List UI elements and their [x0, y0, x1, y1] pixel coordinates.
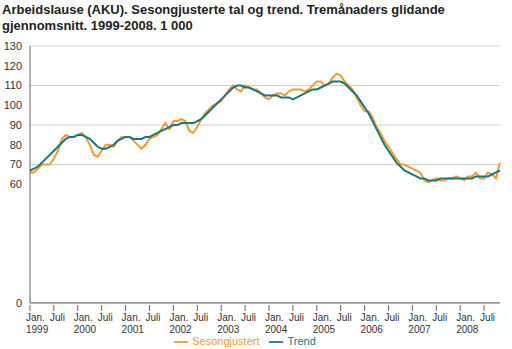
svg-text:80: 80 — [10, 139, 22, 151]
svg-text:2000: 2000 — [74, 324, 97, 335]
svg-text:2006: 2006 — [361, 324, 384, 335]
svg-text:Jan.: Jan. — [74, 312, 93, 323]
svg-text:60: 60 — [10, 178, 22, 190]
svg-text:Jan.: Jan. — [26, 312, 45, 323]
svg-text:Juli: Juli — [384, 312, 399, 323]
svg-text:2005: 2005 — [313, 324, 336, 335]
svg-text:Juli: Juli — [193, 312, 208, 323]
svg-text:130: 130 — [8, 40, 22, 52]
svg-text:2003: 2003 — [217, 324, 240, 335]
svg-text:2007: 2007 — [408, 324, 431, 335]
svg-text:Juli: Juli — [480, 312, 495, 323]
svg-text:120: 120 — [8, 60, 22, 72]
svg-text:Juli: Juli — [289, 312, 304, 323]
svg-text:Juli: Juli — [145, 312, 160, 323]
svg-text:Jan.: Jan. — [265, 312, 284, 323]
svg-text:Juli: Juli — [432, 312, 447, 323]
svg-text:Jan.: Jan. — [217, 312, 236, 323]
svg-text:1999: 1999 — [26, 324, 49, 335]
html-text:Sesongjustert: Sesongjustert — [192, 334, 260, 347]
svg-text:Juli: Juli — [337, 312, 352, 323]
svg-text:Juli: Juli — [50, 312, 65, 323]
svg-text:Jan.: Jan. — [456, 312, 475, 323]
svg-text:100: 100 — [8, 99, 22, 111]
svg-text:2008: 2008 — [456, 324, 479, 335]
svg-text:Jan.: Jan. — [169, 312, 188, 323]
svg-text:Juli: Juli — [241, 312, 256, 323]
svg-text:90: 90 — [10, 119, 22, 131]
html-text:Arbeidslause (AKU). Sesongjust: Arbeidslause (AKU). Sesongjusterte tal o… — [2, 2, 445, 33]
svg-text:2004: 2004 — [265, 324, 288, 335]
svg-text:Jan.: Jan. — [313, 312, 332, 323]
svg-text:70: 70 — [10, 158, 22, 170]
svg-text:2002: 2002 — [169, 324, 192, 335]
svg-text:Jan.: Jan. — [361, 312, 380, 323]
html-text:Trend: Trend — [287, 334, 316, 347]
svg-text:Jan.: Jan. — [408, 312, 427, 323]
svg-text:110: 110 — [8, 79, 22, 91]
svg-text:Juli: Juli — [98, 312, 113, 323]
svg-text:Jan.: Jan. — [122, 312, 141, 323]
svg-text:0: 0 — [16, 297, 22, 309]
svg-text:2001: 2001 — [122, 324, 145, 335]
